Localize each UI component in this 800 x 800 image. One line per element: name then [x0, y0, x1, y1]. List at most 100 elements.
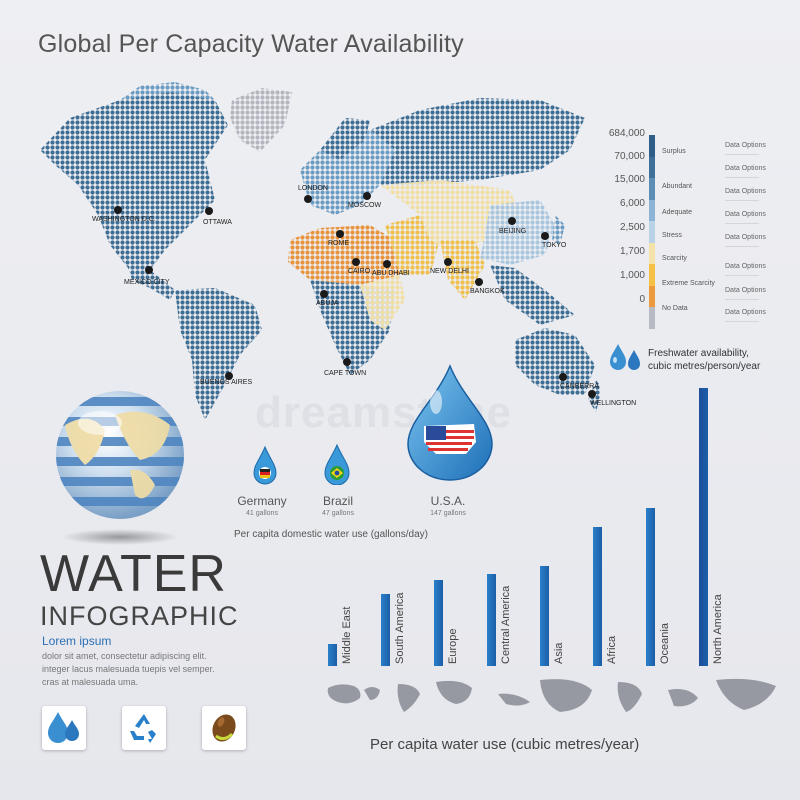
legend-color-segment: [649, 264, 655, 287]
bar-asia[interactable]: [540, 565, 549, 666]
city-dot-buenos-aires[interactable]: [225, 372, 233, 380]
drop-usa: [407, 364, 493, 481]
legend-value: 684,000: [608, 128, 645, 139]
legend-color-segment: [649, 285, 655, 308]
city-label-mexico-city: MEXICO CITY: [124, 279, 170, 286]
data-options-link[interactable]: Data Options: [725, 309, 766, 316]
legend-color-segment: [649, 242, 655, 265]
data-options-link[interactable]: Data Options: [725, 165, 766, 172]
freshwater-caption-line1: Freshwater availability,: [648, 348, 749, 359]
region-north-africa: [288, 225, 400, 285]
legend-name-scarcity: Scarcity: [662, 255, 687, 262]
water-drops-icon: [48, 712, 79, 743]
silhouette-europe: [436, 680, 472, 704]
bar-central-america[interactable]: [487, 574, 496, 666]
legend-name-stress: Stress: [662, 232, 682, 239]
data-options-link[interactable]: Data Options: [725, 234, 766, 241]
bar-label: North America: [712, 594, 724, 664]
legend-option-line: [725, 200, 759, 201]
seed-icon-box[interactable]: [202, 706, 246, 750]
city-label-canberra: CANBERRA: [560, 383, 599, 390]
silhouette-north-america: [716, 678, 776, 710]
lorem-line: integer lacus malesuada tuepis vel sempe…: [42, 664, 215, 674]
city-dot-london[interactable]: [304, 195, 312, 203]
country-value-usa: 147 gallons: [430, 510, 466, 517]
legend-color-segment: [649, 199, 655, 222]
city-dot-cape-town[interactable]: [343, 358, 351, 366]
bar-label: Europe: [447, 628, 459, 664]
silhouette-africa: [617, 682, 642, 712]
city-dot-bangkok[interactable]: [475, 278, 483, 286]
city-label-cape-town: CAPE TOWN: [324, 370, 367, 377]
silhouette-asia: [540, 679, 592, 712]
bar-label: Central America: [500, 585, 512, 664]
data-options-link[interactable]: Data Options: [725, 287, 766, 294]
legend-value: 0: [639, 294, 645, 305]
region-north-america: [40, 92, 228, 270]
globe-image: [56, 391, 184, 545]
data-options-link[interactable]: Data Options: [725, 263, 766, 270]
bar-europe[interactable]: [434, 579, 443, 666]
bar-oceania[interactable]: [646, 507, 655, 666]
legend-value: 15,000: [614, 174, 645, 185]
region-japan: [552, 215, 565, 245]
legend-color-segment: [649, 178, 655, 201]
headline-infographic: INFOGRAPHIC: [40, 601, 239, 631]
bar-north-america[interactable]: [699, 388, 708, 666]
region-china: [480, 200, 555, 265]
country-value-brazil: 47 gallons: [322, 510, 354, 517]
city-dot-new-delhi[interactable]: [444, 258, 452, 266]
city-dot-washington[interactable]: [114, 206, 122, 214]
legend-value: 70,000: [614, 151, 645, 162]
continent-silhouettes: [327, 678, 776, 712]
bar-south-america[interactable]: [381, 593, 390, 666]
bar-label: Middle East: [341, 606, 353, 664]
region-scandinavia: [320, 118, 370, 160]
freshwater-caption-line2: cubic metres/person/year: [648, 361, 761, 372]
legend-color-bar: [649, 135, 655, 329]
legend-values: 684,000 70,000 15,000 6,000 2,500 1,700 …: [600, 125, 645, 325]
city-dot-mexico-city[interactable]: [145, 266, 153, 274]
data-options-link[interactable]: Data Options: [725, 211, 766, 218]
city-dot-cairo[interactable]: [352, 258, 360, 266]
city-label-new-delhi: NEW DELHI: [430, 268, 469, 275]
data-options-link[interactable]: Data Options: [725, 142, 766, 149]
country-name-brazil: Brazil: [322, 494, 353, 508]
city-dot-canberra[interactable]: [559, 373, 567, 381]
legend-value: 1,000: [619, 270, 645, 281]
legend-option-line: [725, 321, 759, 322]
recycle-icon-box[interactable]: [122, 706, 166, 750]
city-dot-abuja[interactable]: [320, 290, 328, 298]
water-drops-icon-box[interactable]: [42, 706, 86, 750]
lorem-line: dolor sit amet, consectetur adipiscing e…: [42, 651, 207, 661]
bar-middle-east[interactable]: [328, 643, 337, 666]
city-dot-rome[interactable]: [336, 230, 344, 238]
region-greenland: [230, 88, 292, 152]
city-dot-ottawa[interactable]: [205, 207, 213, 215]
city-dot-beijing[interactable]: [508, 217, 516, 225]
city-label-london: LONDON: [298, 185, 328, 192]
silhouette-central-america: [498, 693, 530, 706]
silhouette-world: [327, 684, 380, 704]
bar-label: Oceania: [659, 623, 671, 664]
city-dot-wellington[interactable]: [588, 390, 596, 398]
city-dot-tokyo[interactable]: [541, 232, 549, 240]
bar-africa[interactable]: [593, 527, 602, 666]
city-label-abu-dhabi: ABU DHABI: [372, 270, 410, 277]
chart-caption: Per capita water use (cubic metres/year): [370, 736, 640, 753]
country-name-usa: U.S.A.: [430, 494, 466, 508]
lorem-title: Lorem ipsum: [42, 634, 112, 648]
city-dot-moscow[interactable]: [363, 192, 371, 200]
seed-icon: [212, 714, 236, 742]
city-label-ottawa: OTTAWA: [203, 219, 232, 226]
legend-value: 6,000: [619, 198, 645, 209]
legend-name-adequate: Adequate: [662, 209, 692, 216]
city-dot-abu-dhabi[interactable]: [383, 260, 391, 268]
page-title: Global Per Capacity Water Availability: [38, 30, 464, 58]
city-label-cairo: CAIRO: [348, 268, 371, 275]
region-east-africa: [360, 275, 405, 330]
country-name-germany: Germany: [237, 494, 287, 508]
data-options-link[interactable]: Data Options: [725, 188, 766, 195]
legend-option-line: [725, 246, 759, 247]
region-central-america: [128, 268, 175, 300]
